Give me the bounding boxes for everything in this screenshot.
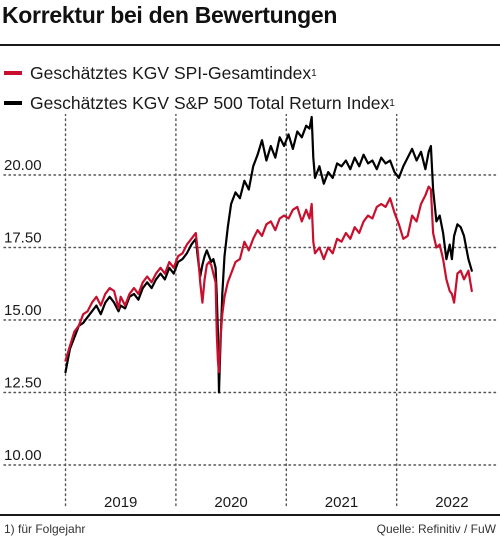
x-tick-label: 2019 bbox=[104, 494, 137, 511]
y-tick-label: 20.00 bbox=[4, 157, 42, 174]
series-line-sp500 bbox=[64, 115, 473, 394]
series-line-spi bbox=[64, 185, 473, 374]
legend-item-spi: Geschätztes KGV SPI-Gesamtindex 1 bbox=[4, 58, 395, 88]
legend: Geschätztes KGV SPI-Gesamtindex 1 Geschät… bbox=[4, 58, 395, 118]
source-note: Quelle: Refinitiv / FuW bbox=[376, 522, 496, 536]
y-tick-label: 10.00 bbox=[4, 447, 42, 464]
bottom-rule bbox=[0, 514, 500, 516]
legend-footnote-marker-sp500: 1 bbox=[389, 97, 395, 109]
y-tick-label: 12.50 bbox=[4, 375, 42, 392]
chart-area: 10.00 12.50 15.00 17.50 20.00 2019 2020 2021 202… bbox=[3, 114, 497, 511]
legend-swatch-spi bbox=[4, 71, 22, 75]
legend-swatch-sp500 bbox=[4, 101, 22, 105]
x-tick-label: 2020 bbox=[214, 494, 247, 511]
legend-label-spi: Geschätztes KGV SPI-Gesamtindex bbox=[30, 62, 312, 83]
title-rule bbox=[0, 44, 500, 46]
x-tick-label: 2021 bbox=[325, 494, 358, 511]
x-tick-label: 2022 bbox=[435, 494, 468, 511]
legend-item-sp500: Geschätztes KGV S&P 500 Total Return Ind… bbox=[4, 88, 395, 118]
footnote: 1) für Folgejahr bbox=[4, 522, 86, 536]
legend-label-sp500: Geschätztes KGV S&P 500 Total Return Ind… bbox=[30, 92, 390, 113]
chart-title: Korrektur bei den Bewertungen bbox=[2, 2, 338, 28]
legend-footnote-marker-spi: 1 bbox=[311, 67, 317, 79]
y-tick-label: 17.50 bbox=[4, 230, 42, 247]
y-tick-label: 15.00 bbox=[4, 302, 42, 319]
